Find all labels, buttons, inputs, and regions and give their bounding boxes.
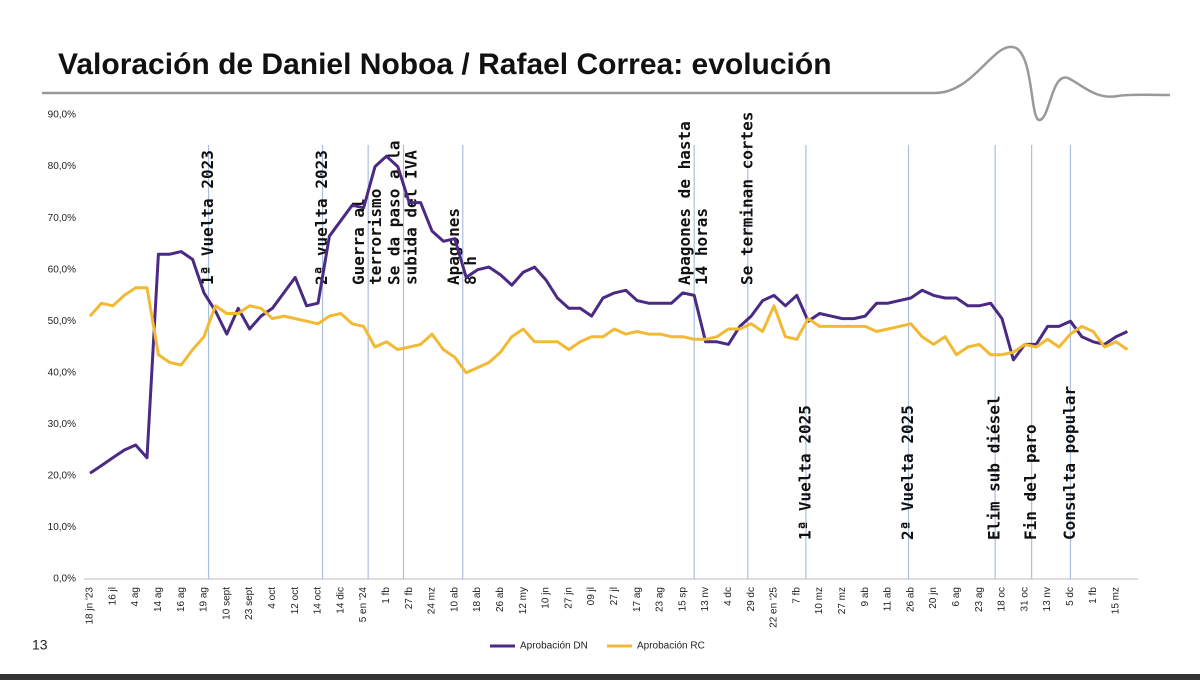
x-tick-label: 10 mz — [814, 587, 825, 614]
x-tick-label: 7 fb — [791, 587, 802, 604]
x-tick-label: 24 mz — [427, 587, 438, 614]
x-tick-label: 31 oc — [1019, 587, 1030, 611]
x-tick-label: 12 my — [518, 587, 529, 614]
x-tick-label: 22 en '25 — [769, 587, 780, 628]
x-tick-label: 13 nv — [700, 587, 711, 611]
y-tick-label: 80,0% — [48, 161, 76, 172]
x-tick-label: 10 jn — [541, 587, 552, 609]
x-tick-label: 23 sept — [244, 587, 255, 620]
x-tick-label: 18 jn '23 — [85, 587, 96, 625]
x-tick-label: 5 dc — [1065, 587, 1076, 606]
x-tick-label: 14 oct — [313, 587, 324, 614]
event-label: Apagones — [444, 208, 463, 285]
x-tick-label: 18 ab — [472, 587, 483, 612]
x-tick-label: 1 fb — [381, 587, 392, 604]
event-label: Elim sub diésel — [985, 396, 1004, 540]
y-tick-label: 20,0% — [48, 471, 76, 482]
event-label: Se terminan cortes — [737, 112, 756, 285]
x-tick-label: 4 ag — [130, 587, 141, 606]
x-tick-label: 5 en '24 — [358, 587, 369, 623]
x-tick-label: 23 ag — [655, 587, 666, 612]
y-tick-label: 50,0% — [48, 316, 76, 327]
x-tick-label: 19 ag — [199, 587, 210, 612]
x-tick-label: 9 ab — [860, 587, 871, 607]
x-tick-label: 16 jl — [107, 587, 118, 605]
x-tick-label: 29 dc — [746, 587, 757, 611]
y-tick-label: 70,0% — [48, 213, 76, 224]
y-tick-label: 10,0% — [48, 522, 76, 533]
y-tick-label: 0,0% — [53, 574, 76, 585]
header-rule — [42, 45, 1171, 122]
x-tick-label: 14 dic — [335, 587, 346, 614]
x-tick-label: 15 sp — [677, 587, 688, 612]
x-tick-label: 09 jl — [586, 587, 597, 605]
y-tick-label: 60,0% — [48, 264, 76, 275]
legend-label: Aprobación RC — [637, 641, 705, 652]
footer-bar — [0, 674, 1200, 680]
x-tick-label: 18 oc — [997, 587, 1008, 611]
event-label: 1ª Vuelta 2023 — [198, 150, 217, 285]
x-tick-label: 16 ag — [176, 587, 187, 612]
x-tick-label: 26 ab — [905, 587, 916, 612]
x-tick-label: 12 oct — [290, 587, 301, 614]
x-tick-label: 26 ab — [495, 587, 506, 612]
event-label: Se da paso a la — [385, 141, 404, 286]
event-label: Apagones de hasta — [675, 121, 694, 285]
y-tick-label: 90,0% — [48, 110, 76, 121]
y-tick-label: 40,0% — [48, 367, 76, 378]
event-label: 14 horas — [692, 208, 711, 285]
event-label: subida del IVA — [402, 150, 421, 285]
x-tick-label: 27 mz — [837, 587, 848, 614]
x-tick-label: 14 ag — [153, 587, 164, 612]
event-label: 1ª Vuelta 2025 — [795, 405, 814, 540]
x-tick-label: 27 jl — [609, 587, 620, 605]
x-tick-label: 11 ab — [883, 587, 894, 612]
x-tick-label: 4 oct — [267, 587, 278, 609]
x-tick-label: 15 mz — [1111, 587, 1122, 614]
x-tick-label: 10 sept — [221, 587, 232, 620]
chart-title: Valoración de Daniel Noboa / Rafael Corr… — [58, 48, 832, 81]
event-label: 2ª Vuelta 2025 — [898, 405, 917, 540]
x-tick-label: 23 ag — [974, 587, 985, 612]
legend-label: Aprobación DN — [520, 641, 588, 652]
event-label: 2ª vuelta 2023 — [312, 150, 331, 285]
x-tick-label: 27 jn — [563, 587, 574, 609]
event-label: Consulta popular — [1060, 386, 1079, 540]
page-number: 13 — [32, 637, 48, 653]
x-tick-label: 6 ag — [951, 587, 962, 606]
y-tick-label: 30,0% — [48, 419, 76, 430]
event-label: terrorismo — [366, 189, 385, 285]
event-label: Guerra al — [349, 198, 368, 285]
x-tick-label: 17 ag — [632, 587, 643, 612]
x-tick-label: 13 nv — [1042, 587, 1053, 611]
event-label: Fin del paro — [1021, 424, 1040, 540]
series-line — [89, 154, 1129, 475]
x-tick-label: 4 dc — [723, 587, 734, 606]
x-tick-label: 10 ab — [449, 587, 460, 612]
x-tick-label: 1 fb — [1088, 587, 1099, 604]
series-line — [88, 286, 1129, 375]
x-tick-label: 27 fb — [404, 587, 415, 610]
x-tick-label: 20 jn — [928, 587, 939, 609]
